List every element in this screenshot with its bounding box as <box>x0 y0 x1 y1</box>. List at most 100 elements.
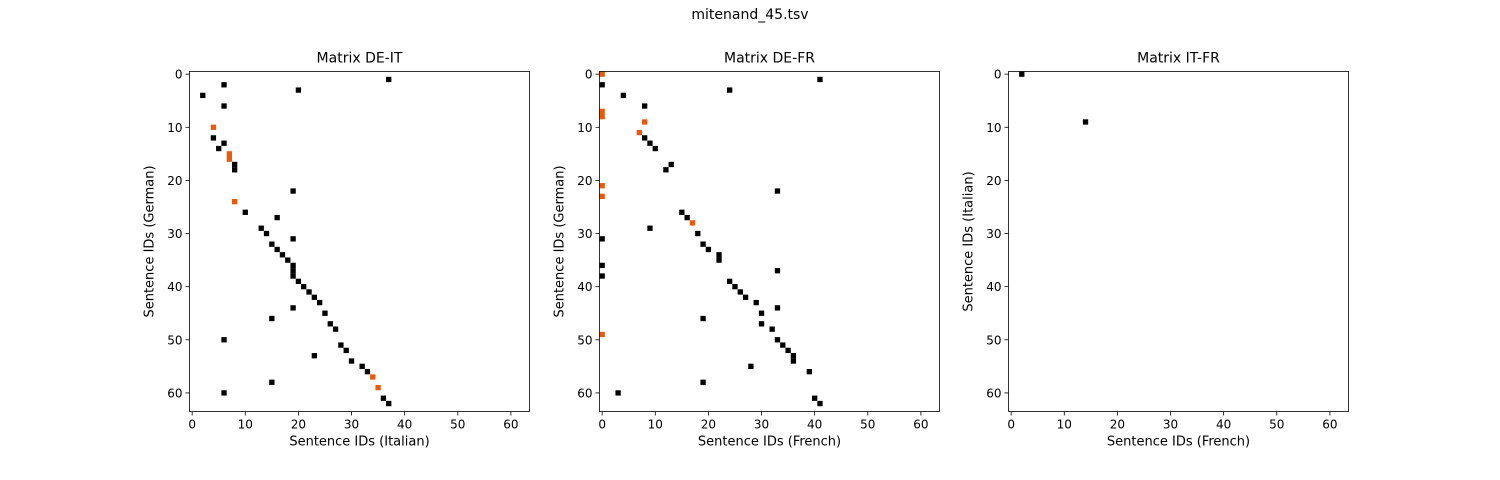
y-tick-label: 20 <box>167 174 182 188</box>
y-tick-label: 30 <box>577 227 592 241</box>
cell-black <box>290 262 296 269</box>
x-tick-label: 20 <box>701 418 716 432</box>
cell-black <box>620 92 627 99</box>
x-tick-label: 50 <box>860 418 875 432</box>
cell-black <box>359 363 365 369</box>
cell-black <box>700 315 706 322</box>
cell-black <box>290 268 296 274</box>
cell-black <box>615 390 621 396</box>
cell-black <box>301 284 307 290</box>
cell-black <box>317 299 323 306</box>
x-axis-label: Sentence IDs (French) <box>1107 435 1250 450</box>
cell-orange <box>226 151 232 157</box>
cell-black <box>599 236 605 242</box>
panel-1: 0 10 20 30 40 50 60 0 10 20 30 40 50 60 Matrix DE-IT Se… <box>143 51 530 450</box>
x-tick-label: 20 <box>291 418 306 432</box>
cell-black <box>737 289 743 295</box>
panel-title: Matrix DE-FR <box>724 51 815 67</box>
cell-black <box>232 167 238 173</box>
y-tick-label: 50 <box>167 333 182 347</box>
cell-black <box>263 230 270 237</box>
plot-area <box>189 71 530 412</box>
panel-3: 0 10 20 30 40 50 60 0 10 20 30 40 50 60 Matrix IT-FR Se… <box>962 51 1349 450</box>
cell-black <box>599 262 605 269</box>
y-tick-label: 60 <box>167 386 182 400</box>
cell-black <box>279 252 286 258</box>
cell-black <box>1082 119 1089 125</box>
cell-black <box>327 321 333 327</box>
cell-black <box>306 289 312 295</box>
cell-black <box>221 390 227 396</box>
cell-orange <box>642 119 648 125</box>
cell-black <box>269 241 275 247</box>
cell-black <box>311 294 317 300</box>
cell-black <box>290 236 296 242</box>
x-tick-label: 60 <box>503 418 518 432</box>
cell-black <box>210 135 217 141</box>
cell-black <box>269 379 275 385</box>
cell-black <box>221 82 227 88</box>
cell-black <box>705 246 712 253</box>
x-tick-label: 60 <box>913 418 928 432</box>
x-tick-label: 20 <box>1110 418 1125 432</box>
cell-black <box>817 400 823 407</box>
x-tick-label: 40 <box>1216 418 1231 432</box>
x-tick-label: 10 <box>648 418 663 432</box>
x-tick-label: 50 <box>1269 418 1284 432</box>
cell-black <box>232 161 238 168</box>
cell-black <box>716 252 722 258</box>
y-tick-label: 10 <box>577 121 592 135</box>
cell-black <box>343 347 349 354</box>
cell-black <box>348 358 355 364</box>
cell-black <box>599 82 605 88</box>
cell-black <box>652 145 658 152</box>
cell-orange <box>599 114 605 120</box>
x-tick-label: 30 <box>344 418 359 432</box>
plot-frame <box>189 71 530 412</box>
cell-black <box>290 273 296 279</box>
cell-black <box>200 92 206 99</box>
cell-black <box>364 369 371 375</box>
cell-black <box>790 353 797 359</box>
x-tick-label: 30 <box>1163 418 1178 432</box>
cell-orange <box>599 193 605 199</box>
cell-black <box>727 87 733 93</box>
y-tick-label: 60 <box>986 386 1001 400</box>
cell-orange <box>599 331 605 338</box>
y-axis-label: Sentence IDs (Italian) <box>962 171 977 311</box>
plot-frame <box>599 71 940 412</box>
cell-black <box>290 188 296 194</box>
x-axis-label: Sentence IDs (Italian) <box>289 435 429 450</box>
cell-black <box>295 278 302 284</box>
cell-black <box>695 230 701 237</box>
cell-black <box>758 310 765 316</box>
x-axis-label: Sentence IDs (French) <box>698 435 841 450</box>
y-tick-label: 50 <box>986 333 1001 347</box>
cell-black <box>258 225 264 231</box>
cell-black <box>774 337 781 343</box>
x-tick-label: 0 <box>1007 418 1015 432</box>
cell-orange <box>636 129 642 136</box>
cell-black <box>732 284 738 290</box>
y-tick-label: 30 <box>167 227 182 241</box>
y-tick-label: 20 <box>577 174 592 188</box>
y-axis-label: Sentence IDs (German) <box>143 165 158 317</box>
panel-title: Matrix DE-IT <box>317 51 403 67</box>
cell-black <box>716 257 722 263</box>
cell-orange <box>370 374 376 380</box>
y-tick-label: 50 <box>577 333 592 347</box>
y-tick-label: 60 <box>577 386 592 400</box>
cell-black <box>647 225 653 231</box>
y-tick-label: 40 <box>167 280 182 294</box>
cell-black <box>817 76 823 83</box>
cell-black <box>684 214 690 221</box>
cell-black <box>700 241 706 247</box>
x-tick-label: 30 <box>754 418 769 432</box>
y-tick-label: 10 <box>167 121 182 135</box>
cell-black <box>774 188 781 194</box>
cell-orange <box>232 199 238 205</box>
x-tick-label: 40 <box>807 418 822 432</box>
cell-black <box>386 76 392 83</box>
plot-frame <box>1008 71 1349 412</box>
